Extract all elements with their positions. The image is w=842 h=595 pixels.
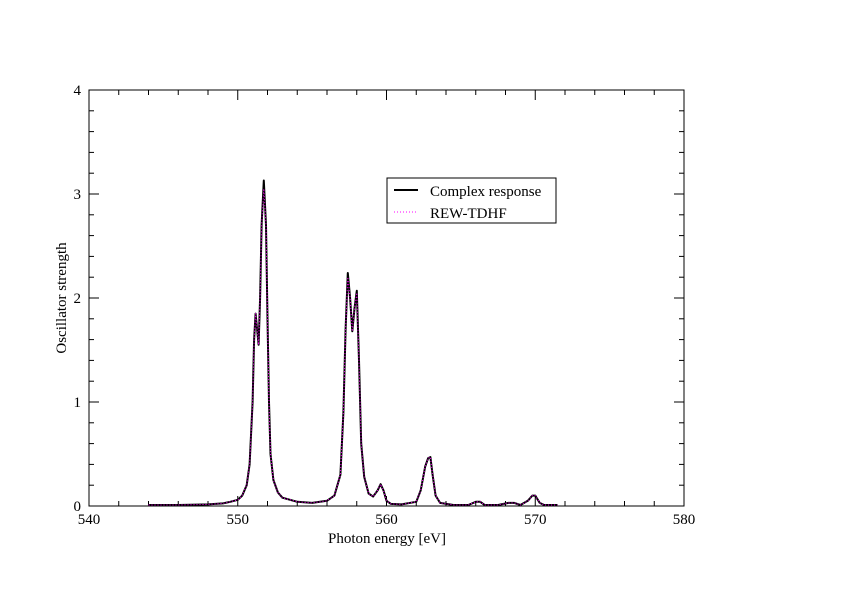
legend-label-rew-tdhf: REW-TDHF <box>430 206 507 222</box>
series-line-rew-tdhf <box>148 188 558 506</box>
x-axis-label: Photon energy [eV] <box>328 531 446 547</box>
plot-frame <box>88 89 685 507</box>
x-tick-label: 540 <box>78 512 101 528</box>
legend-label-complex-response: Complex response <box>430 184 542 200</box>
y-tick-label: 1 <box>74 395 82 411</box>
axis-ticks <box>88 89 685 507</box>
x-tick-label: 560 <box>375 512 398 528</box>
y-tick-label: 3 <box>74 187 82 203</box>
legend: Complex response REW-TDHF <box>386 177 557 224</box>
y-tick-label: 2 <box>74 291 82 307</box>
series-lines <box>148 179 558 506</box>
legend-box <box>386 177 557 224</box>
y-axis-label: Oscillator strength <box>54 242 70 354</box>
x-tick-label: 550 <box>227 512 250 528</box>
y-tick-label: 4 <box>74 83 82 99</box>
x-tick-label: 580 <box>673 512 696 528</box>
series-line-complex-response <box>148 179 558 506</box>
x-tick-label: 570 <box>524 512 547 528</box>
tick-labels: 540 550 560 570 580 0 1 2 3 4 <box>74 83 696 528</box>
y-tick-label: 0 <box>74 499 82 515</box>
